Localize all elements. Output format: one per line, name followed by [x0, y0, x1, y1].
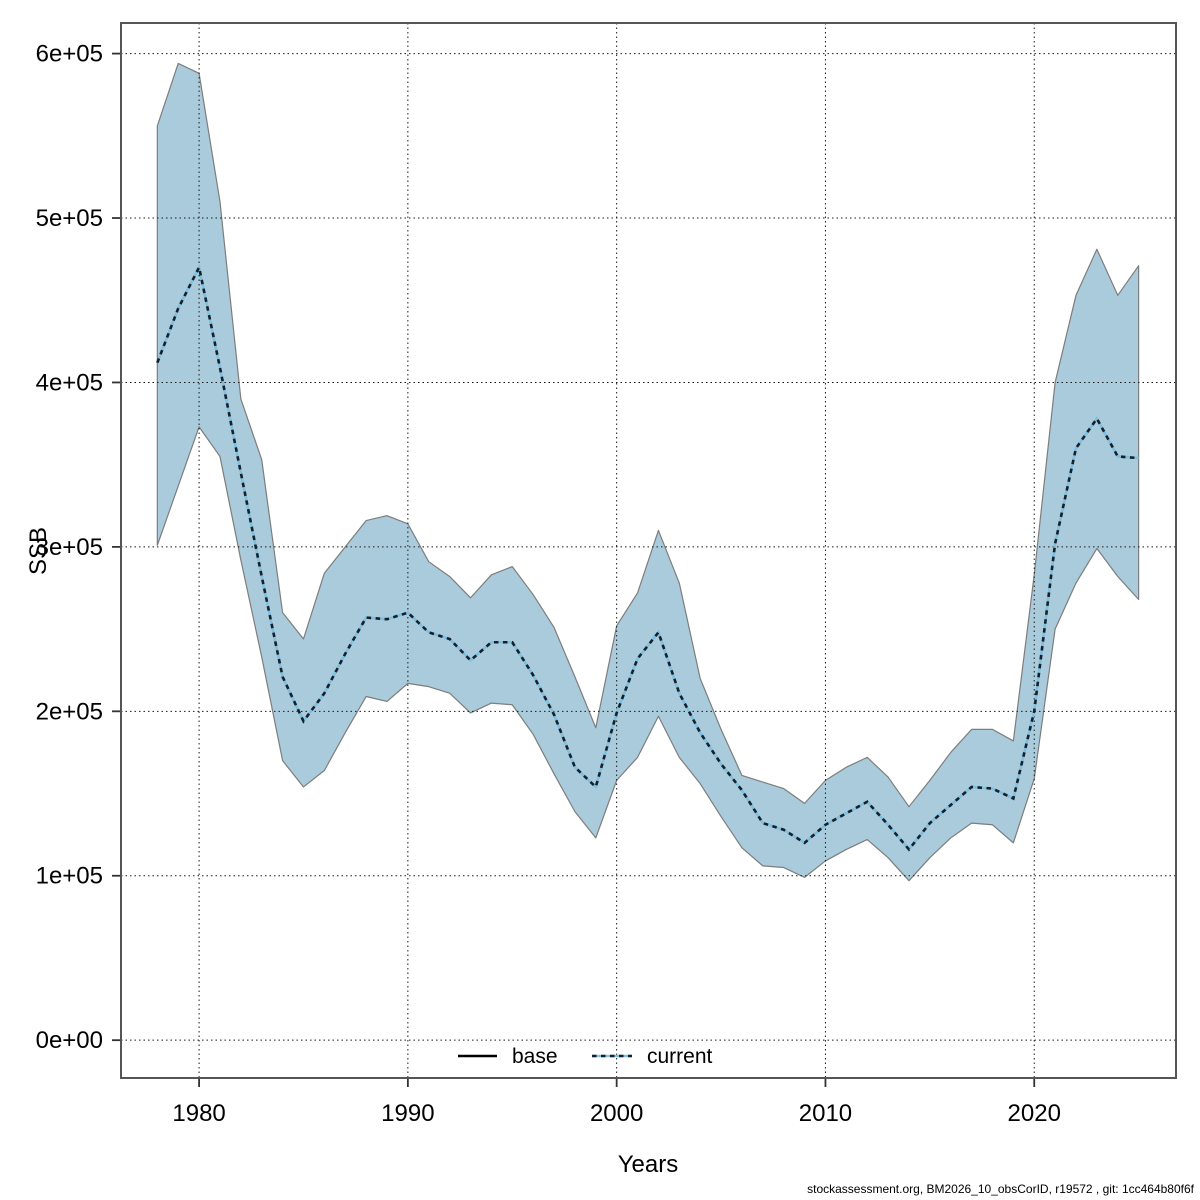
legend-base-label: base	[512, 1045, 558, 1068]
y-tick-label: 3e+05	[36, 534, 103, 561]
x-axis-title: Years	[618, 1151, 679, 1178]
x-tick-label: 2000	[590, 1100, 643, 1127]
mean-line-layer	[156, 263, 1139, 852]
legend: base current	[458, 1045, 713, 1068]
plot-border	[120, 22, 1177, 1079]
y-tick-label: 2e+05	[36, 698, 103, 725]
y-tick-label: 1e+05	[36, 863, 103, 890]
y-axis-title: SSB	[25, 527, 52, 575]
confidence-band	[156, 62, 1140, 882]
y-tick-label: 5e+05	[36, 205, 103, 232]
legend-current-label: current	[647, 1045, 713, 1068]
y-tick-label: 4e+05	[36, 369, 103, 396]
x-tick-label: 1990	[381, 1100, 434, 1127]
axis-tick-layer: 0e+00 1e+05 2e+05 3e+05 4e+05 5e+05 6e+05 1980 1…	[36, 41, 1061, 1127]
x-tick-label: 2020	[1008, 1100, 1061, 1127]
current-mean-line-underlay	[156, 263, 1139, 852]
confidence-band-layer	[156, 62, 1140, 882]
y-tick-label: 6e+05	[36, 41, 103, 68]
x-tick-label: 1980	[172, 1100, 225, 1127]
gridline-layer	[121, 23, 1176, 1078]
watermark-text: stockassessment.org, BM2026_10_obsCorID,…	[807, 1182, 1195, 1196]
y-tick-label: 0e+00	[36, 1027, 103, 1054]
x-tick-label: 2010	[799, 1100, 852, 1127]
